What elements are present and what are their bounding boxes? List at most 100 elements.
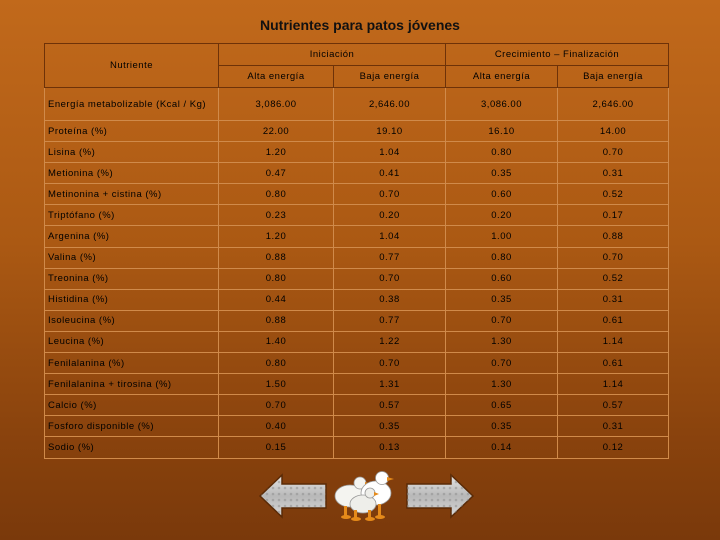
value-cell: 0.35 (445, 415, 559, 438)
nutrient-label: Fosforo disponible (%) (44, 415, 219, 438)
value-cell: 2,646.00 (332, 87, 447, 121)
nutrient-label: Energía metabolizable (Kcal / Kg) (44, 87, 219, 121)
value-cell: 0.14 (445, 436, 559, 459)
value-cell: 1.14 (557, 373, 670, 396)
value-cell: 0.61 (557, 309, 670, 332)
value-cell: 0.38 (332, 288, 447, 311)
value-cell: 0.52 (557, 267, 670, 290)
value-cell: 3,086.00 (445, 87, 559, 121)
value-cell: 1.30 (445, 373, 559, 396)
value-cell: 3,086.00 (218, 87, 334, 121)
table-row: Fosforo disponible (%) 0.40 0.35 0.35 0.31 (44, 415, 670, 438)
table-row: Proteína (%) 22.00 19.10 16.10 14.00 (44, 119, 670, 143)
table-row: Valina (%) 0.88 0.77 0.80 0.70 (44, 246, 670, 269)
value-cell: 0.80 (445, 141, 559, 164)
nutrient-label: Fenilalanina (%) (44, 352, 219, 375)
nutrient-label: Metinonina + cistina (%) (44, 183, 219, 206)
value-cell: 0.31 (557, 162, 670, 185)
value-cell: 0.80 (218, 183, 334, 206)
value-cell: 0.88 (218, 309, 334, 332)
value-cell: 0.70 (557, 141, 670, 164)
nutrient-label: Sodio (%) (44, 436, 219, 459)
table-row: Leucina (%) 1.40 1.22 1.30 1.14 (44, 330, 670, 354)
value-cell: 0.20 (332, 204, 447, 227)
value-cell: 0.41 (332, 162, 447, 185)
nutrient-label: Histidina (%) (44, 288, 219, 311)
table-row: Metionina (%) 0.47 0.41 0.35 0.31 (44, 162, 670, 185)
value-cell: 22.00 (218, 119, 334, 143)
value-cell: 0.80 (218, 352, 334, 375)
ducks-icon (330, 466, 404, 522)
table-row: Calcio (%) 0.70 0.57 0.65 0.57 (44, 394, 670, 417)
value-cell: 0.44 (218, 288, 334, 311)
value-cell: 1.40 (218, 330, 334, 354)
value-cell: 0.88 (557, 225, 670, 248)
subheader-2: Baja energía (332, 65, 447, 88)
value-cell: 0.17 (557, 204, 670, 227)
value-cell: 0.65 (445, 394, 559, 417)
table-row: Histidina (%) 0.44 0.38 0.35 0.31 (44, 288, 670, 311)
value-cell: 19.10 (332, 119, 447, 143)
value-cell: 0.12 (557, 436, 670, 459)
value-cell: 0.20 (445, 204, 559, 227)
nutrient-header: Nutriente (44, 43, 219, 88)
table-row: Isoleucina (%) 0.88 0.77 0.70 0.61 (44, 309, 670, 332)
nutrient-label: Calcio (%) (44, 394, 219, 417)
table-row: Fenilalanina (%) 0.80 0.70 0.70 0.61 (44, 352, 670, 375)
left-arrow-icon (258, 473, 327, 519)
value-cell: 0.61 (557, 352, 670, 375)
prev-slide-button[interactable] (258, 473, 328, 519)
value-cell: 0.35 (445, 288, 559, 311)
nutrient-label: Lisina (%) (44, 141, 219, 164)
table-row: Fenilalanina + tirosina (%) 1.50 1.31 1.30 1… (44, 373, 670, 396)
page-title: Nutrientes para patos jóvenes (260, 17, 460, 33)
value-cell: 0.47 (218, 162, 334, 185)
value-cell: 0.57 (557, 394, 670, 417)
header-row-subs: Alta energía Baja energía Alta energía B… (45, 65, 670, 88)
value-cell: 0.70 (218, 394, 334, 417)
value-cell: 0.31 (557, 415, 670, 438)
value-cell: 0.35 (445, 162, 559, 185)
nutrient-label: Triptófano (%) (44, 204, 219, 227)
header-row-groups: Nutriente Iniciación Crecimiento – Final… (44, 43, 670, 88)
subheader-3: Alta energía (445, 65, 559, 88)
table-row: Sodio (%) 0.15 0.13 0.14 0.12 (44, 436, 670, 459)
group-header-iniciacion: Iniciación (217, 43, 447, 66)
value-cell: 2,646.00 (557, 87, 670, 121)
value-cell: 14.00 (557, 119, 670, 143)
value-cell: 1.04 (332, 141, 447, 164)
value-cell: 1.00 (445, 225, 559, 248)
value-cell: 0.70 (557, 246, 670, 269)
value-cell: 0.80 (445, 246, 559, 269)
nutrient-label: Leucina (%) (44, 330, 219, 354)
nutrient-label: Isoleucina (%) (44, 309, 219, 332)
value-cell: 1.14 (557, 330, 670, 354)
right-arrow-icon (406, 473, 475, 519)
value-cell: 0.52 (557, 183, 670, 206)
value-cell: 16.10 (445, 119, 559, 143)
value-cell: 0.77 (332, 246, 447, 269)
value-cell: 1.22 (332, 330, 447, 354)
value-cell: 1.50 (218, 373, 334, 396)
next-slide-button[interactable] (405, 473, 475, 519)
value-cell: 1.30 (445, 330, 559, 354)
nutrient-table: Nutriente Iniciación Crecimiento – Final… (44, 43, 670, 459)
value-cell: 0.57 (332, 394, 447, 417)
value-cell: 0.88 (218, 246, 334, 269)
value-cell: 1.04 (332, 225, 447, 248)
value-cell: 1.20 (218, 225, 334, 248)
value-cell: 0.35 (332, 415, 447, 438)
value-cell: 0.23 (218, 204, 334, 227)
value-cell: 0.70 (332, 267, 447, 290)
table-body: Nutriente Iniciación Crecimiento – Final… (44, 43, 670, 459)
value-cell: 0.77 (332, 309, 447, 332)
table-row: Energía metabolizable (Kcal / Kg) 3,086.0… (44, 87, 670, 121)
subheader-1: Alta energía (218, 65, 334, 88)
table-row: Lisina (%) 1.20 1.04 0.80 0.70 (44, 141, 670, 164)
table-row: Argenina (%) 1.20 1.04 1.00 0.88 (44, 225, 670, 248)
nutrient-label: Treonina (%) (44, 267, 219, 290)
value-cell: 1.31 (332, 373, 447, 396)
value-cell: 0.60 (445, 267, 559, 290)
table-row: Treonina (%) 0.80 0.70 0.60 0.52 (44, 267, 670, 290)
value-cell: 1.20 (218, 141, 334, 164)
